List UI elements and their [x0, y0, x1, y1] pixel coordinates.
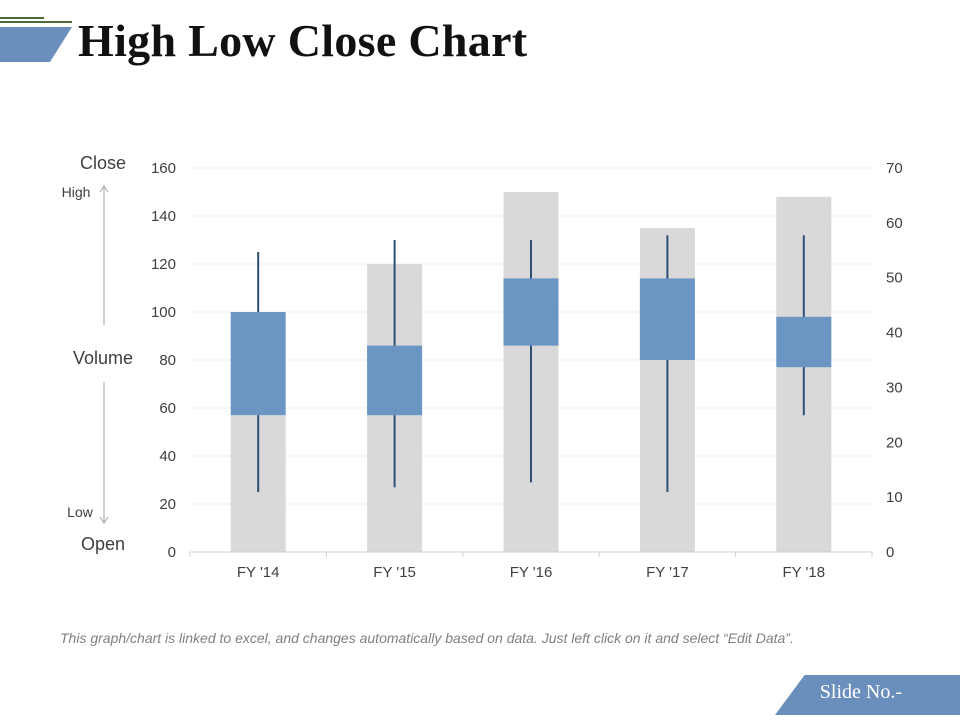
- x-tick-label: FY '15: [373, 564, 416, 581]
- y-right-tick-label: 40: [886, 325, 903, 342]
- y-left-tick-label: 160: [151, 160, 176, 177]
- y-right-tick-label: 60: [886, 215, 903, 232]
- page-title: High Low Close Chart: [78, 15, 528, 66]
- x-tick-label: FY '18: [782, 564, 825, 581]
- open-label: Open: [81, 534, 125, 554]
- slide-number-text: Slide No.-: [819, 681, 902, 703]
- open-close-box: [367, 345, 423, 416]
- footnote: This graph/chart is linked to excel, and…: [60, 630, 794, 646]
- y-left-tick-label: 20: [159, 496, 176, 513]
- slide-number-badge: [775, 675, 960, 715]
- header-decoration: [0, 17, 72, 62]
- y-right-tick-label: 70: [886, 160, 903, 177]
- open-close-boxes: [230, 278, 832, 416]
- open-close-box: [230, 312, 286, 416]
- y-right-tick-label: 30: [886, 379, 903, 396]
- y-left-tick-label: 140: [151, 208, 176, 225]
- x-tick-label: FY '17: [646, 564, 689, 581]
- volume-label: Volume: [73, 348, 133, 368]
- x-tick-label: FY '14: [237, 564, 280, 581]
- open-close-box: [776, 316, 832, 368]
- y-left-tick-label: 80: [159, 352, 176, 369]
- x-tick-label: FY '16: [510, 564, 553, 581]
- y-left-tick-label: 0: [168, 544, 176, 561]
- axes: 0 20 40 60 80 100 120 140 160 0 10 20 30 40 50 60 70 FY '…: [151, 160, 903, 581]
- high-arrow-head-icon: [99, 185, 109, 193]
- high-low-whiskers: [257, 235, 805, 492]
- low-arrow-head-icon: [99, 516, 109, 524]
- y-left-tick-label: 60: [159, 400, 176, 417]
- y-right-tick-label: 10: [886, 489, 903, 506]
- side-legend: Close High Volume Low Open: [62, 153, 133, 554]
- y-right-tick-label: 20: [886, 434, 903, 451]
- header-accent-bar: [0, 27, 72, 62]
- high-label: High: [62, 184, 91, 200]
- y-left-tick-label: 120: [151, 256, 176, 273]
- low-label: Low: [67, 504, 94, 520]
- open-close-box: [503, 278, 559, 346]
- y-right-tick-label: 0: [886, 544, 894, 561]
- high-low-close-chart: 0 20 40 60 80 100 120 140 160 0 10 20 30 40 50 60 70 FY '…: [62, 153, 903, 581]
- y-right-tick-label: 50: [886, 270, 903, 287]
- y-left-tick-label: 40: [159, 448, 176, 465]
- y-left-tick-label: 100: [151, 304, 176, 321]
- close-label: Close: [80, 153, 126, 173]
- open-close-box: [639, 278, 695, 360]
